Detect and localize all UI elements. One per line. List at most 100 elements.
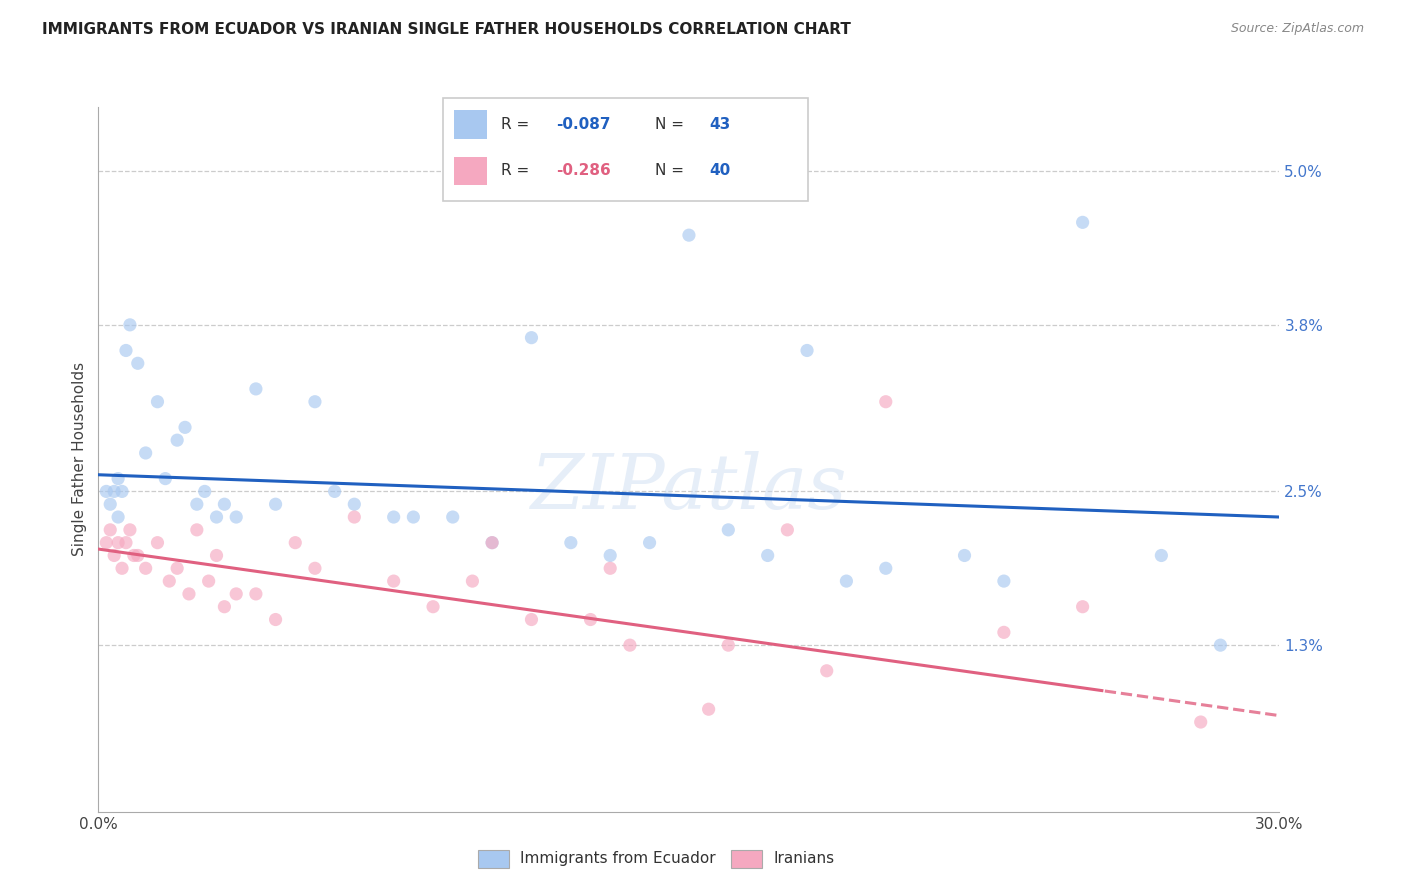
Point [579, 613, 602, 627]
Point [245, 382, 267, 396]
Point [115, 535, 138, 549]
Point [135, 561, 157, 575]
Point [382, 510, 405, 524]
Point [122, 549, 145, 563]
Point [186, 523, 208, 537]
Point [111, 484, 134, 499]
Point [560, 535, 582, 549]
Point [993, 574, 1015, 588]
Point [103, 549, 125, 563]
Point [127, 356, 149, 370]
Point [245, 587, 267, 601]
Point [678, 228, 700, 243]
Point [343, 510, 366, 524]
Point [103, 484, 125, 499]
Point [205, 549, 228, 563]
FancyBboxPatch shape [443, 98, 808, 201]
Point [177, 587, 200, 601]
Point [304, 561, 326, 575]
Point [1189, 714, 1212, 729]
Point [520, 331, 543, 345]
Point [284, 535, 307, 549]
Point [481, 535, 503, 549]
Point [166, 433, 188, 447]
Point [796, 343, 818, 358]
Point [135, 446, 157, 460]
Text: R =: R = [502, 117, 534, 132]
Point [756, 549, 779, 563]
Text: 40: 40 [710, 163, 731, 178]
Point [214, 599, 236, 614]
Point [323, 484, 346, 499]
Point [115, 343, 138, 358]
Point [717, 523, 740, 537]
Text: N =: N = [655, 163, 689, 178]
Point [197, 574, 219, 588]
Point [146, 394, 169, 409]
Point [174, 420, 197, 434]
Y-axis label: Single Father Households: Single Father Households [72, 362, 87, 557]
Point [107, 535, 129, 549]
FancyBboxPatch shape [454, 157, 486, 186]
Point [166, 561, 188, 575]
Point [304, 394, 326, 409]
Point [875, 394, 897, 409]
Point [96, 535, 118, 549]
Point [993, 625, 1015, 640]
Point [264, 613, 287, 627]
Point [264, 497, 287, 511]
Point [225, 587, 247, 601]
Text: N =: N = [655, 117, 689, 132]
Point [146, 535, 169, 549]
Point [422, 599, 444, 614]
Point [875, 561, 897, 575]
Text: R =: R = [502, 163, 534, 178]
Point [776, 523, 799, 537]
Point [520, 613, 543, 627]
Point [402, 510, 425, 524]
Point [96, 484, 118, 499]
Point [638, 535, 661, 549]
Text: Source: ZipAtlas.com: Source: ZipAtlas.com [1230, 22, 1364, 36]
Point [382, 574, 405, 588]
Point [194, 484, 217, 499]
Point [186, 497, 208, 511]
Point [1071, 215, 1094, 229]
Text: Immigrants from Ecuador: Immigrants from Ecuador [520, 851, 716, 866]
Point [118, 318, 141, 332]
Text: -0.286: -0.286 [557, 163, 612, 178]
Point [1209, 638, 1232, 652]
Text: IMMIGRANTS FROM ECUADOR VS IRANIAN SINGLE FATHER HOUSEHOLDS CORRELATION CHART: IMMIGRANTS FROM ECUADOR VS IRANIAN SINGL… [42, 22, 851, 37]
Point [225, 510, 247, 524]
Point [697, 702, 720, 716]
Text: ZIPatlas: ZIPatlas [530, 450, 848, 524]
Point [107, 472, 129, 486]
Point [717, 638, 740, 652]
Point [815, 664, 838, 678]
Point [98, 497, 121, 511]
Point [98, 523, 121, 537]
Point [118, 523, 141, 537]
Text: Iranians: Iranians [773, 851, 834, 866]
Point [481, 535, 503, 549]
Point [127, 549, 149, 563]
FancyBboxPatch shape [478, 850, 509, 869]
Point [343, 497, 366, 511]
Point [1071, 599, 1094, 614]
FancyBboxPatch shape [731, 850, 762, 869]
Point [599, 561, 621, 575]
Point [953, 549, 976, 563]
Point [107, 510, 129, 524]
Point [1150, 549, 1173, 563]
Point [461, 574, 484, 588]
Point [619, 638, 641, 652]
Point [214, 497, 236, 511]
Point [111, 561, 134, 575]
Point [599, 549, 621, 563]
Point [441, 510, 464, 524]
Point [205, 510, 228, 524]
FancyBboxPatch shape [454, 111, 486, 139]
Point [157, 574, 180, 588]
Text: 43: 43 [710, 117, 731, 132]
Point [835, 574, 858, 588]
